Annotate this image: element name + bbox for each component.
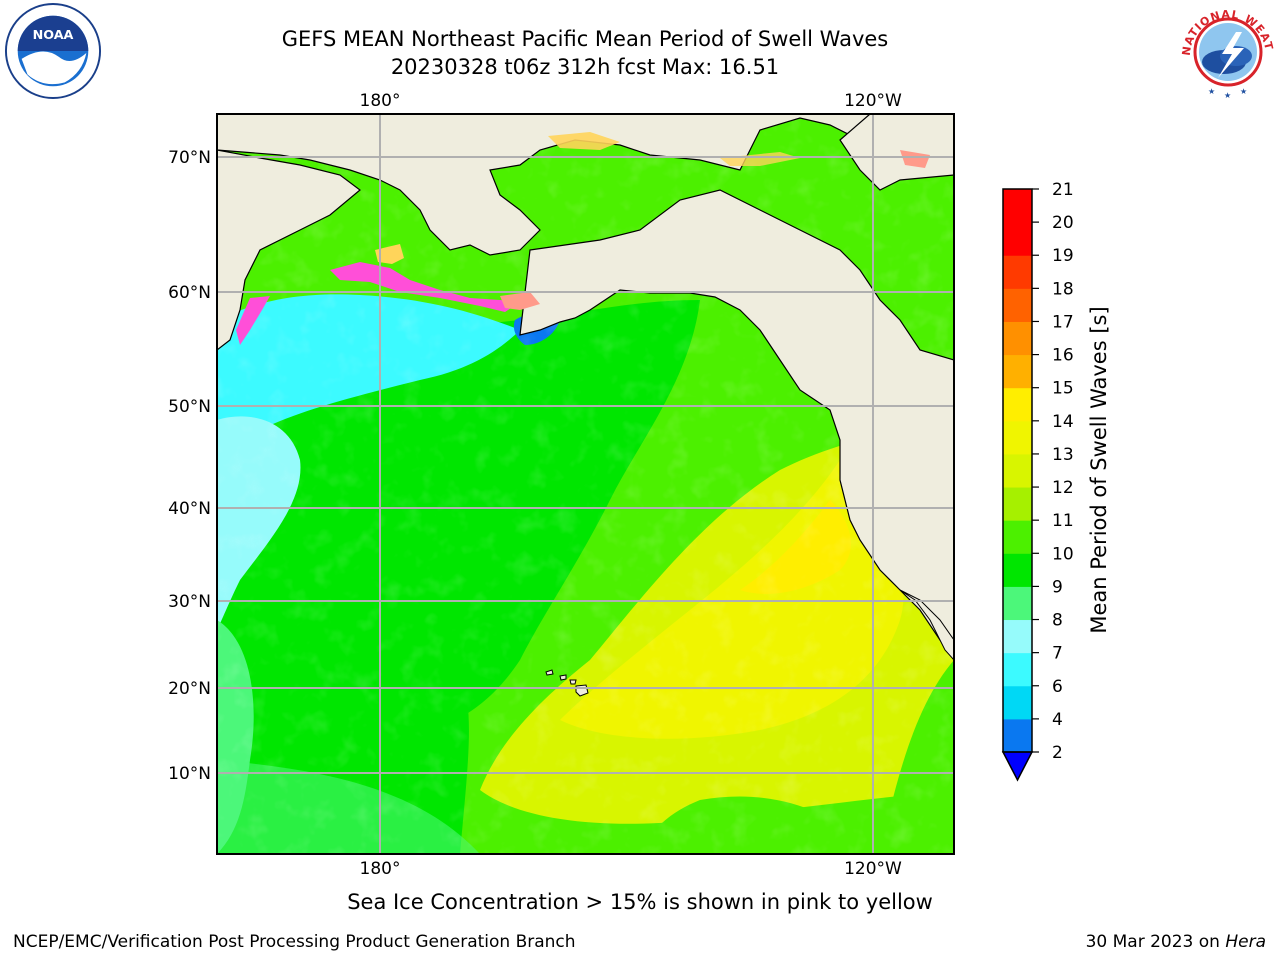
colorbar-swatch: [1003, 453, 1032, 488]
colorbar-swatch: [1003, 387, 1032, 422]
top-lon-label-120w: 120°W: [844, 91, 902, 111]
colorbar-extend-triangle: [1001, 751, 1034, 782]
bottom-lon-label-120w: 120°W: [844, 859, 902, 879]
colorbar-swatch: [1003, 255, 1032, 289]
lat-label-30n: 30°N: [168, 592, 211, 612]
colorbar-tick-label: 20: [1052, 213, 1074, 233]
colorbar-frame: [1002, 188, 1033, 753]
footer-machine: Hera: [1225, 932, 1266, 952]
lat-label-40n: 40°N: [168, 499, 211, 519]
colorbar-tick-label: 8: [1052, 611, 1063, 631]
colorbar-tick-label: 19: [1052, 246, 1074, 266]
colorbar-swatches: [1003, 189, 1032, 753]
colorbar-tick-label: 2: [1052, 743, 1063, 763]
colorbar-swatch: [1003, 321, 1032, 356]
colorbar-tick-label: 15: [1052, 379, 1074, 399]
nws-logo-icon: NATIONAL WEATHER SERVICE ★ ★ ★: [1178, 2, 1275, 100]
colorbar-tick-label: 10: [1052, 544, 1074, 564]
colorbar-label: Mean Period of Swell Waves [s]: [1087, 306, 1111, 633]
land-northern-coast: [217, 114, 954, 256]
colorbar-tick-label: 11: [1052, 511, 1074, 531]
colorbar-tick-label: 14: [1052, 412, 1074, 432]
colorbar-tick-label: 18: [1052, 279, 1074, 299]
colorbar-swatch: [1003, 354, 1032, 389]
svg-text:★: ★: [1208, 87, 1215, 96]
colorbar-swatch: [1003, 718, 1032, 753]
colorbar-tick-label: 16: [1052, 346, 1074, 366]
land-kamchatka: [217, 149, 361, 351]
footer-date: 30 Mar 2023 on Hera: [1086, 932, 1266, 952]
colorbar-swatch: [1003, 652, 1032, 687]
colorbar-swatch: [1003, 487, 1032, 521]
sea-ice-pink: [330, 262, 520, 312]
bottom-lon-label-180: 180°: [360, 859, 401, 879]
footer-date-text: 30 Mar 2023 on: [1085, 932, 1220, 952]
noaa-logo-icon: NOAA: [4, 2, 102, 100]
colorbar-swatch: [1003, 189, 1032, 256]
colorbar-tick-label: 6: [1052, 677, 1063, 697]
map-area: [217, 114, 954, 854]
colorbar-swatch: [1003, 520, 1032, 554]
colorbar-tick-label: 21: [1052, 180, 1074, 200]
colorbar-tick-label: 13: [1052, 445, 1074, 465]
noaa-logo-text: NOAA: [33, 28, 74, 43]
colorbar: 2 4 6 7 8 9 10 11 12 13 14 15 16 17 18 19 20 21 Mean Peri…: [1001, 180, 1111, 782]
colorbar-tick-label: 17: [1052, 312, 1074, 332]
colorbar-swatch: [1003, 685, 1032, 720]
colorbar-tick-label: 4: [1052, 710, 1063, 730]
lat-label-50n: 50°N: [168, 397, 211, 417]
land-baja: [899, 589, 954, 661]
colorbar-tick-label: 12: [1052, 478, 1074, 498]
sea-ice-salmon: [500, 292, 540, 310]
lat-label-20n: 20°N: [168, 679, 211, 699]
map-gridlines: [217, 114, 954, 854]
svg-text:★: ★: [1224, 91, 1231, 100]
map-title: GEFS MEAN Northeast Pacific Mean Period …: [281, 27, 889, 51]
colorbar-tick-label: 9: [1052, 577, 1063, 597]
colorbar-tick-label: 7: [1052, 644, 1063, 664]
colorbar-swatch: [1003, 619, 1032, 654]
colorbar-swatch: [1003, 288, 1032, 322]
sea-ice-note: Sea Ice Concentration > 15% is shown in …: [347, 890, 933, 914]
lat-label-60n: 60°N: [168, 283, 211, 303]
lat-label-70n: 70°N: [168, 148, 211, 168]
top-lon-label-180: 180°: [360, 91, 401, 111]
colorbar-swatch: [1003, 553, 1032, 587]
map-frame: [216, 113, 955, 855]
colorbar-swatch: [1003, 420, 1032, 455]
sea-ice-yellow: [375, 244, 404, 264]
lat-label-10n: 10°N: [168, 764, 211, 784]
colorbar-swatch: [1003, 586, 1032, 621]
footer-credit: NCEP/EMC/Verification Post Processing Pr…: [13, 932, 576, 952]
map-subtitle: 20230328 t06z 312h fcst Max: 16.51: [390, 55, 780, 79]
colorbar-ticks: 2 4 6 7 8 9 10 11 12 13 14 15 16 17 18 19 20 21: [1032, 180, 1074, 763]
svg-text:★: ★: [1240, 87, 1247, 96]
land-hawaii: [545, 669, 589, 697]
